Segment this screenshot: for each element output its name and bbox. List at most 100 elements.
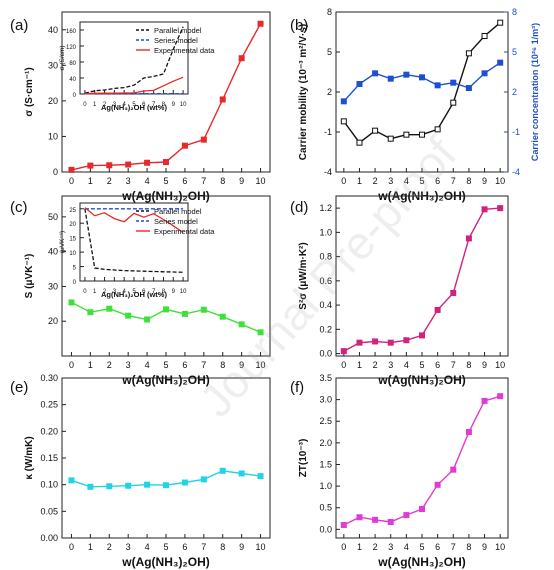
panel-label: (a) [10,17,28,34]
data-point [372,516,379,523]
y-tick-label: 1.2 [319,203,332,213]
data-point [481,33,488,39]
x-tick-label: 10 [180,102,187,108]
x-tick-label: 9 [172,102,176,108]
y-tick-label: 25 [69,208,76,214]
panel-e: (e) 0.00 0.05 0.10 0.15 0.20 0.25 0.30 0 1 2 3 4 5 6 7 8… [10,373,271,569]
x-tick-label: 10 [256,360,266,370]
data-point [125,482,132,489]
panel-label: (f) [290,379,304,396]
x-tick-label: 6 [435,360,440,370]
x-tick-label: 0 [83,289,87,295]
y-tick-label: -1 [324,127,332,137]
y-tick-label: 0.4 [319,300,332,310]
data-point [481,206,488,213]
data-point [340,118,347,125]
data-point [481,397,488,404]
data-point [238,55,245,62]
data-point [163,159,169,166]
data-point [419,506,425,513]
data-point [465,235,472,242]
legend-label: Parallel model [154,207,202,216]
y2-tick-label: 2 [512,87,517,97]
x-tick-label: 5 [419,542,424,552]
data-point [419,332,425,339]
y-axis-label: S²σ (μW/m·K²) [298,242,309,309]
x-tick-label: 2 [107,176,112,186]
y-tick-label: 10 [69,251,76,257]
x-tick-label: 3 [126,360,131,370]
x-tick-label: 9 [239,360,244,370]
x-axis-label: w(Ag(NH₃)₂OH) [377,373,466,387]
x-tick-label: 1 [88,542,93,552]
y-tick-label: 0.8 [319,252,332,262]
y2-tick-label: -4 [512,167,520,177]
data-point [497,59,504,66]
data-point [144,481,151,488]
x-tick-label: 3 [126,542,131,552]
y-tick-label: 0.30 [40,373,58,383]
x-tick-label: 4 [123,289,127,295]
data-point [356,339,363,346]
y-tick-label: 0 [73,93,77,99]
data-point [434,481,441,488]
x-tick-label: 6 [435,542,440,552]
data-point [125,161,132,168]
x-tick-label: 8 [162,289,166,295]
y-tick-label: 40 [69,77,76,83]
y-tick-label: 160 [66,29,77,35]
x-tick-label: 10 [180,289,187,295]
data-point [450,289,457,296]
data-point [106,162,113,169]
data-point [106,305,113,312]
data-point [219,313,226,320]
x-tick-label: 1 [357,542,362,552]
x-tick-label: 10 [256,542,266,552]
x-tick-label: 2 [373,542,378,552]
x-tick-label: 4 [123,102,127,108]
y-tick-label: 0.25 [40,400,58,410]
y-tick-label: 5 [73,266,77,272]
data-point [356,139,363,146]
inset-x-label: Ag(NH₃)₂OH (wt%) [101,103,167,112]
y-tick-label: 0.05 [40,506,58,516]
data-point [465,50,472,57]
x-tick-label: 8 [162,102,166,108]
x-tick-label: 4 [145,176,150,186]
panel-label: (b) [290,17,308,34]
data-point [450,99,457,106]
x-tick-label: 8 [466,360,471,370]
x-tick-label: 0 [69,176,74,186]
x-tick-label: 4 [404,360,409,370]
x-tick-label: 3 [126,176,131,186]
y-tick-label: 0.00 [40,533,58,543]
y-tick-label: 0 [73,280,77,286]
data-point [356,81,363,87]
x-tick-label: 4 [145,360,150,370]
data-point [387,75,394,82]
x-tick-label: 6 [182,176,187,186]
data-point [68,299,75,306]
x-tick-label: 9 [482,360,487,370]
y-tick-label: 2 [327,87,332,97]
x-tick-label: 7 [201,542,206,552]
data-point [340,98,347,105]
data-point [419,74,425,81]
y-tick-label: 50 [48,212,58,222]
data-point [434,82,441,89]
plot-frame [61,377,271,539]
y-tick-label: 3.5 [319,373,332,383]
x-tick-label: 7 [152,289,156,295]
x-tick-label: 2 [373,360,378,370]
y-tick-label: 30 [48,281,58,291]
x-tick-label: 5 [163,542,168,552]
x-tick-label: 8 [466,542,471,552]
y-tick-label: 15 [69,237,76,243]
data-point [403,337,410,344]
y-tick-label: 5 [327,47,332,57]
y-tick-label: 40 [48,247,58,257]
y-tick-label: 0.2 [319,324,332,334]
x-tick-label: 3 [113,102,117,108]
